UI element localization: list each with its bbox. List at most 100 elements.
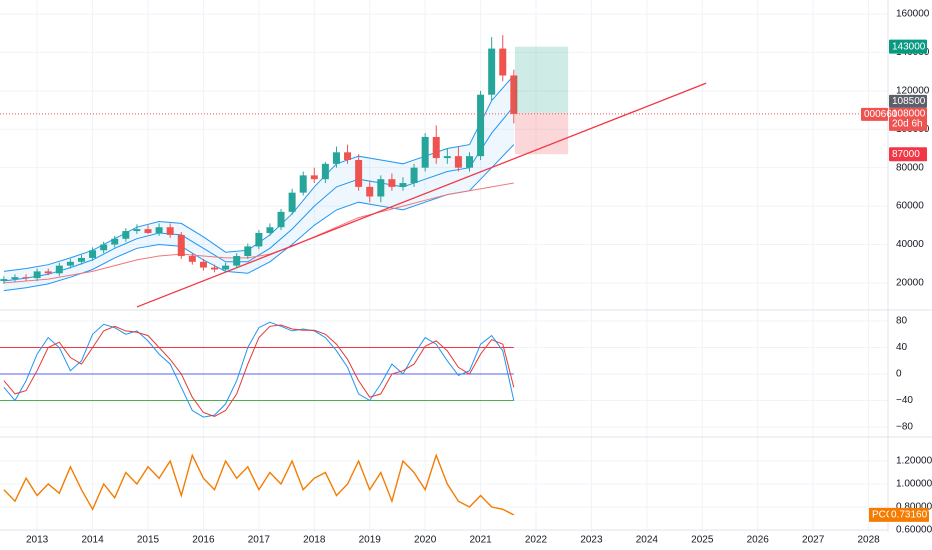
profit-zone [514,46,569,113]
candle-body [310,175,318,180]
y-tick-label: 0.600000 [896,525,932,536]
x-tick-label: 2024 [636,535,659,546]
x-tick-label: 2022 [525,535,548,546]
y-tick-label: 60000 [896,201,924,212]
x-tick-label: 2017 [248,535,271,546]
indicator-name-box [869,507,889,522]
candle-body [399,183,407,187]
symbol-label: 000660 [864,109,898,120]
x-tick-label: 2015 [137,535,160,546]
x-tick-label: 2020 [414,535,437,546]
candle-body [133,229,141,232]
y-tick-label: 80000 [896,162,924,173]
candle-body [111,238,119,245]
candle-body [332,152,340,164]
candle-body [77,257,85,262]
candle-body [244,246,252,257]
x-tick-label: 2018 [303,535,326,546]
last-price-label: 108000 [892,109,926,120]
indicator-value-box [889,507,929,522]
candle-body [89,250,97,258]
entry-label: 108500 [892,96,926,107]
candle-body [122,231,130,239]
candle-body [255,232,263,247]
candle-body [477,94,485,157]
candle-body [454,156,462,168]
candle-body [211,267,219,270]
x-tick-label: 2013 [26,535,49,546]
countdown-label: 20d 6h [892,119,923,130]
candle-body [299,175,307,193]
candle-body [266,227,274,233]
x-tick-label: 2027 [802,535,825,546]
y-tick-label: 1.200000 [896,456,932,467]
candle-body [421,136,429,168]
y-tick-label: 20000 [896,278,924,289]
y-tick-label: 160000 [896,9,930,20]
series-line [3,321,515,418]
candle-body [321,163,329,180]
candle-body [355,159,363,187]
target-label-box [889,39,927,54]
entry-label-box [889,94,927,108]
indicator-value: 0.731607 [891,510,932,521]
target-label: 143000 [892,41,926,52]
candle-body [510,75,518,114]
band-fill [3,75,514,291]
series-line [3,324,515,418]
candle-body [432,136,440,159]
candle-body [22,277,30,279]
candle-body [465,156,473,168]
y-tick-label: 0 [896,369,902,380]
candle-body [443,156,451,159]
x-tick-label: 2025 [691,535,714,546]
y-tick-label: 40000 [896,239,924,250]
y-tick-label: 40 [896,342,908,353]
candle-body [33,271,41,279]
plot-area [0,0,888,532]
candle-body [366,186,374,197]
candle-body [410,167,418,184]
overlay-line [3,144,515,292]
loss-zone [514,112,569,155]
overlay-line [3,182,514,284]
candle-body [233,256,241,266]
candle-body [100,244,108,251]
candle-body [11,277,19,280]
y-tick-label: −80 [896,422,913,433]
candle-body [144,229,152,233]
candle-body [388,179,396,187]
candle-body [288,192,296,212]
candle-body [166,227,174,235]
candle-body [44,271,52,274]
candle-body [377,179,385,197]
candle-body [155,227,163,233]
candle-body [488,48,496,95]
y-tick-label: 120000 [896,85,930,96]
x-tick-label: 2028 [857,535,880,546]
x-tick-label: 2023 [580,535,603,546]
candle-body [344,152,352,160]
candle-body [188,256,196,262]
y-tick-label: 80 [896,316,908,327]
x-tick-label: 2016 [192,535,215,546]
candle-body [499,48,507,76]
overlay-line [3,105,515,282]
symbol-label-box [861,107,888,121]
indicator-name: PCC [872,510,893,521]
stop-label: 87000 [892,149,920,160]
trendline [136,82,707,308]
candle-body [277,211,285,228]
candle-body [177,234,185,257]
candle-body [55,265,63,274]
x-tick-label: 2014 [81,535,104,546]
candle-body [199,261,207,268]
last-price-box [889,107,927,131]
candle-body [66,261,74,266]
x-tick-label: 2026 [747,535,770,546]
x-tick-label: 2021 [469,535,492,546]
